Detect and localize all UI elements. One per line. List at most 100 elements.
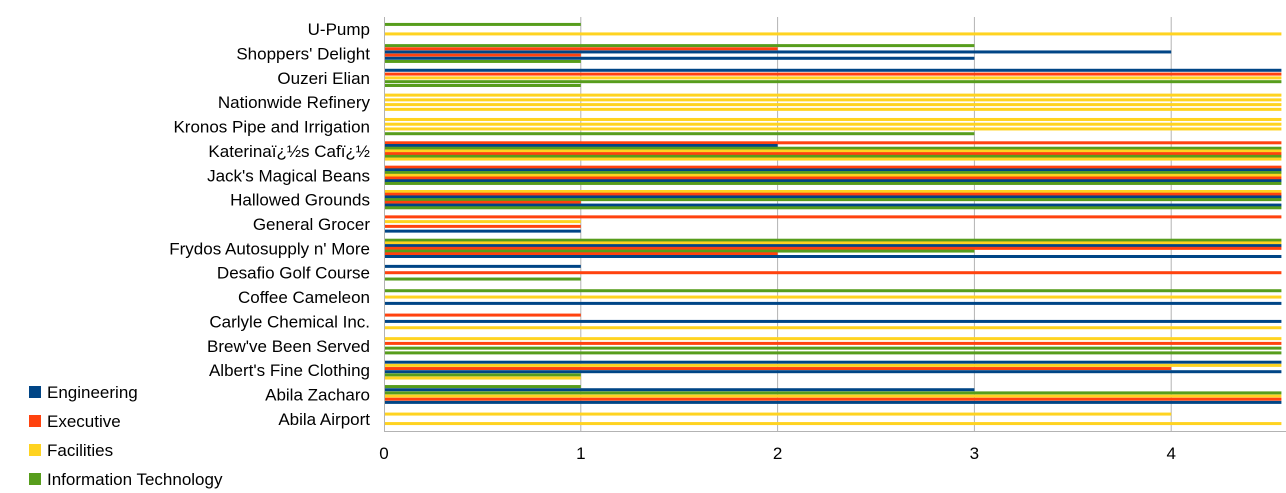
bar bbox=[385, 181, 1282, 185]
bar bbox=[385, 313, 581, 317]
x-tick-label: 3 bbox=[970, 444, 979, 463]
bar bbox=[385, 47, 778, 51]
bar bbox=[385, 190, 1282, 194]
bar bbox=[385, 44, 975, 48]
legend-label: Facilities bbox=[47, 441, 113, 460]
bar bbox=[385, 122, 1282, 126]
category-label: Carlyle Chemical Inc. bbox=[209, 312, 370, 331]
bar bbox=[385, 241, 1282, 245]
bar bbox=[385, 215, 1282, 219]
x-tick-label: 0 bbox=[379, 444, 388, 463]
bar bbox=[385, 203, 1282, 207]
bar bbox=[385, 192, 1282, 196]
x-tick-label: 1 bbox=[576, 444, 585, 463]
bar bbox=[385, 224, 581, 228]
legend-swatch bbox=[29, 415, 41, 427]
bar bbox=[385, 144, 778, 148]
bar bbox=[385, 50, 1172, 54]
bar bbox=[385, 271, 1282, 275]
bar bbox=[385, 254, 1282, 258]
bar bbox=[385, 373, 581, 377]
category-labels: U-Pump Shoppers' Delight Ouzeri Elian Natio… bbox=[169, 20, 370, 429]
legend-label: Engineering bbox=[47, 383, 138, 402]
category-label: Coffee Cameleon bbox=[238, 288, 370, 307]
bar bbox=[385, 76, 1282, 80]
category-label: General Grocer bbox=[253, 215, 370, 234]
category-label: Desafio Golf Course bbox=[217, 264, 370, 283]
legend-swatch bbox=[29, 473, 41, 485]
bar bbox=[385, 165, 1282, 169]
category-label: Brew've Been Served bbox=[207, 337, 370, 356]
bar bbox=[385, 195, 1282, 199]
x-tick-label: 2 bbox=[773, 444, 782, 463]
bar bbox=[385, 200, 581, 204]
bar bbox=[385, 103, 1282, 107]
category-label: Kronos Pipe and Irrigation bbox=[173, 118, 370, 137]
bar bbox=[385, 363, 1282, 367]
bar bbox=[385, 132, 975, 136]
bar bbox=[385, 173, 1282, 177]
category-label: Abila Airport bbox=[278, 410, 370, 429]
bar bbox=[385, 388, 975, 392]
legend-label: Information Technology bbox=[47, 470, 223, 489]
bar bbox=[385, 326, 1282, 330]
x-tick-labels: 0 1 2 3 4 bbox=[379, 444, 1176, 463]
bar bbox=[385, 59, 581, 63]
bar bbox=[385, 360, 1282, 364]
bar bbox=[385, 146, 1282, 150]
bar bbox=[385, 319, 1282, 323]
bar bbox=[385, 93, 1282, 97]
bar bbox=[385, 98, 1282, 102]
bar bbox=[385, 198, 1282, 202]
bars bbox=[385, 22, 1282, 426]
legend: Engineering Executive Facilities Informatio… bbox=[29, 383, 223, 489]
bar bbox=[385, 244, 1282, 248]
legend-swatch bbox=[29, 444, 41, 456]
bar bbox=[385, 412, 1172, 416]
bar bbox=[385, 252, 778, 256]
bar bbox=[385, 238, 1282, 242]
bar bbox=[385, 56, 975, 60]
category-label: Abila Zacharo bbox=[265, 385, 370, 404]
category-label: Shoppers' Delight bbox=[236, 45, 370, 64]
legend-swatch bbox=[29, 386, 41, 398]
bar bbox=[385, 370, 1282, 374]
bar bbox=[385, 68, 1282, 72]
category-label: Frydos Autosupply n' More bbox=[169, 239, 370, 258]
axes bbox=[384, 17, 1286, 432]
bar bbox=[385, 277, 581, 281]
bar bbox=[385, 385, 581, 389]
bar bbox=[385, 289, 1282, 293]
bar bbox=[385, 394, 1282, 398]
bar bbox=[385, 149, 1282, 153]
category-label: Hallowed Grounds bbox=[230, 191, 370, 210]
bar bbox=[385, 154, 1282, 158]
bar bbox=[385, 264, 581, 268]
bar bbox=[385, 220, 581, 224]
bar bbox=[385, 422, 1282, 426]
bar bbox=[385, 80, 1282, 84]
bar bbox=[385, 72, 1282, 76]
bar bbox=[385, 168, 1282, 172]
bar bbox=[385, 206, 1282, 210]
bar bbox=[385, 397, 1282, 401]
category-label: Ouzeri Elian bbox=[277, 69, 370, 88]
bar bbox=[385, 171, 1282, 175]
category-label: Nationwide Refinery bbox=[218, 93, 371, 112]
bar bbox=[385, 53, 581, 57]
bar bbox=[385, 391, 1282, 395]
bar bbox=[385, 83, 581, 87]
bar bbox=[385, 346, 1282, 350]
bar bbox=[385, 351, 1282, 355]
bar bbox=[385, 295, 1282, 299]
bar bbox=[385, 176, 1282, 180]
category-label: Jack's Magical Beans bbox=[207, 166, 370, 185]
bar bbox=[385, 246, 1282, 250]
bar bbox=[385, 107, 1282, 111]
bar bbox=[385, 341, 1282, 345]
category-label: Katerinaï¿½s Cafï¿½ bbox=[208, 142, 370, 161]
x-tick-label: 4 bbox=[1166, 444, 1175, 463]
category-label: U-Pump bbox=[308, 20, 370, 39]
bar bbox=[385, 157, 1282, 161]
